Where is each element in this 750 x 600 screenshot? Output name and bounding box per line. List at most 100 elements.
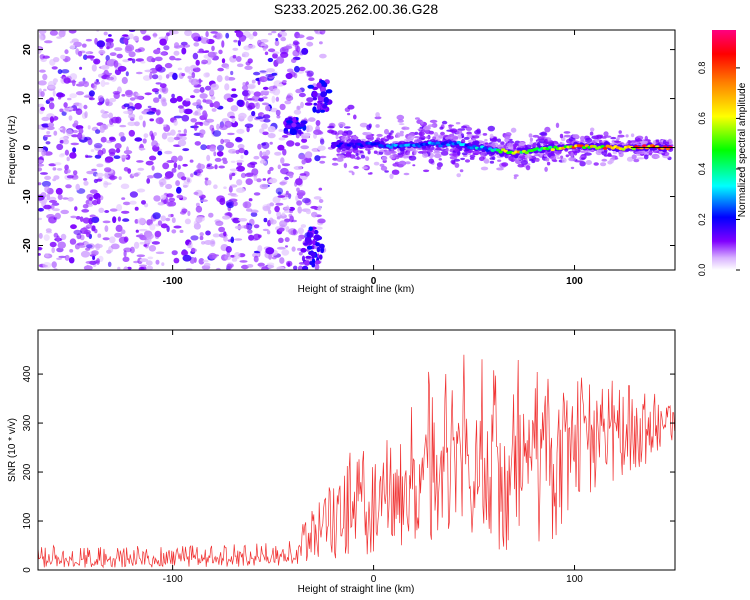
- noise-speck: [202, 98, 207, 103]
- noise-speck: [51, 247, 55, 254]
- noise-speck: [48, 163, 57, 167]
- noise-speck: [90, 149, 95, 153]
- halo-speck: [367, 172, 372, 175]
- noise-speck: [180, 176, 187, 181]
- noise-speck: [123, 110, 132, 115]
- halo-speck: [449, 133, 455, 137]
- noise-speck: [76, 91, 84, 96]
- noise-speck: [38, 30, 47, 35]
- noise-speck: [227, 193, 237, 196]
- noise-speck: [38, 182, 42, 186]
- noise-speck: [147, 105, 152, 109]
- noise-speck: [306, 36, 314, 41]
- halo-speck: [655, 139, 660, 142]
- colorbar-tick-label: 0.4: [697, 163, 707, 176]
- halo-speck: [366, 134, 373, 139]
- noise-speck: [57, 69, 63, 75]
- halo-speck: [580, 135, 585, 141]
- noise-speck: [38, 124, 43, 130]
- trace-core: [548, 145, 553, 149]
- halo-speck: [345, 152, 352, 158]
- noise-speck: [201, 241, 206, 245]
- noise-speck: [244, 65, 253, 71]
- halo-speck: [503, 144, 507, 150]
- noise-speck: [182, 163, 188, 167]
- noise-speck: [259, 150, 263, 158]
- noise-speck: [199, 133, 204, 138]
- halo-speck: [525, 165, 531, 171]
- noise-speck: [284, 237, 290, 243]
- noise-speck: [245, 61, 251, 66]
- noise-speck: [159, 83, 167, 88]
- noise-speck: [122, 201, 131, 206]
- halo-speck: [450, 135, 459, 140]
- feature-speck: [323, 96, 329, 104]
- noise-speck: [291, 58, 297, 63]
- noise-speck: [195, 216, 203, 224]
- noise-speck: [179, 210, 187, 215]
- noise-speck: [91, 250, 99, 256]
- noise-speck: [115, 148, 121, 154]
- noise-speck: [262, 178, 267, 181]
- noise-speck: [102, 220, 111, 224]
- halo-speck: [510, 127, 517, 133]
- noise-speck: [174, 58, 182, 61]
- noise-speck: [233, 252, 241, 259]
- noise-speck: [173, 50, 180, 56]
- noise-speck: [73, 120, 79, 126]
- feature-speck: [292, 116, 297, 123]
- halo-speck: [347, 112, 351, 116]
- noise-speck: [64, 164, 69, 171]
- halo-speck: [376, 137, 381, 141]
- noise-speck: [134, 95, 143, 100]
- noise-speck: [182, 182, 189, 188]
- noise-speck: [235, 137, 243, 143]
- noise-speck: [112, 90, 121, 95]
- colorbar: 0.0 0.2 0.4 0.6 0.8 Normalized spectral ampl…: [697, 30, 748, 276]
- feature-speck: [304, 236, 312, 244]
- halo-speck: [546, 161, 551, 166]
- halo-speck: [365, 156, 370, 162]
- noise-speck: [153, 97, 160, 103]
- feature-speck: [316, 246, 321, 253]
- feature-speck: [315, 242, 320, 247]
- y-tick-label: 0: [22, 567, 33, 573]
- noise-speck: [56, 143, 64, 151]
- noise-speck: [261, 141, 270, 150]
- noise-speck: [152, 33, 158, 37]
- halo-speck: [401, 126, 409, 131]
- halo-speck: [607, 152, 612, 157]
- halo-speck: [550, 155, 557, 161]
- halo-speck: [529, 158, 534, 162]
- halo-speck: [367, 150, 371, 155]
- noise-speck: [262, 48, 267, 51]
- noise-speck: [84, 154, 89, 158]
- halo-speck: [544, 138, 548, 144]
- noise-speck: [171, 229, 177, 234]
- noise-speck: [306, 70, 314, 77]
- noise-speck: [272, 51, 280, 55]
- noise-speck: [143, 244, 148, 247]
- noise-speck: [319, 160, 326, 164]
- noise-speck: [168, 197, 176, 202]
- noise-speck: [193, 171, 198, 176]
- noise-speck: [49, 116, 55, 123]
- noise-speck: [46, 214, 56, 219]
- noise-speck: [236, 187, 245, 193]
- noise-speck: [177, 130, 182, 133]
- noise-speck: [123, 266, 129, 270]
- noise-speck: [314, 226, 323, 230]
- halo-speck: [631, 154, 637, 160]
- noise-speck: [276, 246, 286, 250]
- trace-core: [446, 143, 451, 147]
- noise-speck: [250, 209, 259, 214]
- halo-speck: [459, 169, 464, 173]
- noise-speck: [144, 69, 153, 73]
- noise-speck: [145, 260, 153, 266]
- halo-speck: [532, 144, 536, 148]
- feature-speck: [285, 125, 292, 129]
- noise-speck: [253, 233, 261, 240]
- noise-speck: [49, 97, 54, 101]
- noise-speck: [153, 195, 161, 202]
